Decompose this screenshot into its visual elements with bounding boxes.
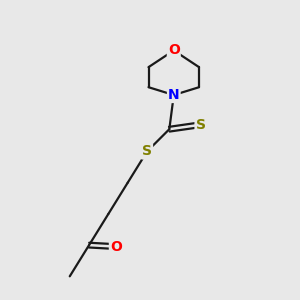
Text: O: O	[168, 44, 180, 57]
Text: N: N	[168, 88, 180, 102]
Text: S: S	[196, 118, 206, 132]
Text: O: O	[110, 240, 122, 254]
Text: S: S	[142, 145, 152, 158]
